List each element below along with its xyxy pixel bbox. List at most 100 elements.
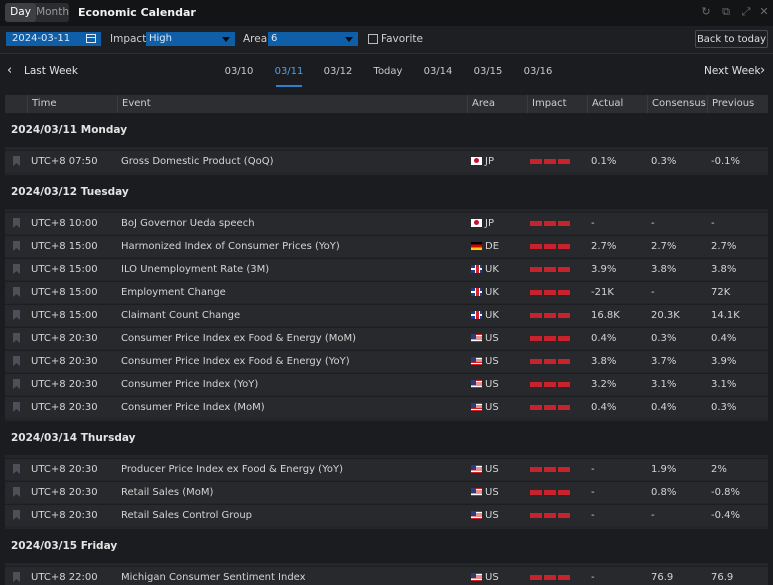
table-row[interactable]: UTC+8 15:00 Harmonized Index of Consumer … [5, 235, 768, 257]
bookmark-icon[interactable] [13, 310, 20, 320]
filter-toolbar: 2024-03-11 Impact High Area 6 Favorite B… [0, 26, 773, 54]
day-view-button[interactable]: Day [5, 3, 37, 22]
impact-select[interactable]: High [146, 32, 235, 46]
table-row[interactable]: UTC+8 20:30 Retail Sales (MoM) -0.8% -0.8% U… [5, 481, 768, 503]
date-picker-input[interactable]: 2024-03-11 [6, 32, 101, 46]
event-cell: Gross Domestic Product (QoQ) [121, 156, 274, 167]
day-tab[interactable]: 03/10 [224, 66, 254, 77]
bookmark-icon[interactable] [13, 510, 20, 520]
day-tab[interactable]: 03/14 [423, 66, 453, 77]
calendar-table: Time Event Area Impact Actual Consensus … [5, 95, 768, 585]
previous-cell: 3.8% [711, 264, 737, 275]
consensus-cell: 0.4% [651, 402, 677, 413]
table-header: Time Event Area Impact Actual Consensus … [5, 95, 768, 113]
table-row[interactable]: UTC+8 15:00 Employment Change -21K - 72K UK [5, 281, 768, 303]
table-row[interactable]: UTC+8 20:30 Consumer Price Index (MoM) 0.4… [5, 396, 768, 418]
bookmark-icon[interactable] [13, 356, 20, 366]
consensus-cell: 20.3K [651, 310, 680, 321]
impact-bar [558, 405, 570, 410]
chevron-left-icon[interactable]: ‹ [7, 63, 13, 78]
us-flag-icon [471, 465, 482, 473]
chevron-right-icon[interactable]: › [760, 63, 766, 78]
next-week-link[interactable]: Next Week [704, 65, 761, 77]
day-tab[interactable]: 03/16 [523, 66, 553, 77]
actual-cell: 0.4% [591, 402, 617, 413]
impact-select-value: High [149, 33, 172, 44]
impact-bar [530, 359, 542, 364]
bookmark-icon[interactable] [13, 218, 20, 228]
impact-bar [544, 313, 556, 318]
day-tab-active[interactable]: 03/11 [274, 66, 304, 77]
column-header-time: Time [27, 95, 121, 113]
consensus-cell: 3.7% [651, 356, 677, 367]
impact-indicator [530, 382, 570, 387]
time-cell: UTC+8 15:00 [31, 241, 98, 252]
previous-cell: 2.7% [711, 241, 737, 252]
table-row[interactable]: UTC+8 10:00 BoJ Governor Ueda speech - - - JP [5, 212, 768, 234]
bookmark-icon[interactable] [13, 287, 20, 297]
time-cell: UTC+8 20:30 [31, 487, 98, 498]
table-row[interactable]: UTC+8 15:00 ILO Unemployment Rate (3M) 3.9… [5, 258, 768, 280]
previous-cell: 3.9% [711, 356, 737, 367]
table-row[interactable]: UTC+8 20:30 Consumer Price Index ex Food … [5, 327, 768, 349]
bookmark-icon[interactable] [13, 333, 20, 343]
area-cell: JP [485, 156, 494, 167]
calendar-icon[interactable] [86, 34, 96, 43]
event-cell: Michigan Consumer Sentiment Index [121, 572, 306, 583]
impact-indicator [530, 221, 570, 226]
date-group-header: 2024/03/11 Monday [5, 113, 768, 147]
impact-bar [544, 244, 556, 249]
bookmark-icon[interactable] [13, 156, 20, 166]
close-icon[interactable]: ✕ [759, 5, 769, 18]
day-tab[interactable]: 03/15 [473, 66, 503, 77]
jp-flag-icon [471, 157, 482, 165]
bookmark-icon[interactable] [13, 464, 20, 474]
bookmark-icon[interactable] [13, 487, 20, 497]
actual-cell: 0.1% [591, 156, 617, 167]
table-row[interactable]: UTC+8 20:30 Consumer Price Index ex Food … [5, 350, 768, 372]
area-cell: US [485, 356, 499, 367]
day-tab-today[interactable]: Today [373, 66, 403, 77]
date-group-header: 2024/03/15 Friday [5, 529, 768, 563]
event-cell: BoJ Governor Ueda speech [121, 218, 255, 229]
impact-bar [544, 513, 556, 518]
bookmark-icon[interactable] [13, 264, 20, 274]
us-flag-icon [471, 403, 482, 411]
month-view-button[interactable]: Month [36, 6, 69, 18]
favorite-label[interactable]: Favorite [381, 33, 423, 45]
impact-bar [558, 290, 570, 295]
restore-icon[interactable]: ⧉ [722, 5, 730, 18]
area-select[interactable]: 6 [268, 32, 358, 46]
refresh-icon[interactable]: ↻ [701, 5, 711, 18]
table-row[interactable]: UTC+8 20:30 Consumer Price Index (YoY) 3.2… [5, 373, 768, 395]
favorite-checkbox[interactable] [368, 34, 378, 44]
table-row[interactable]: UTC+8 20:30 Retail Sales Control Group - - -… [5, 504, 768, 526]
bookmark-icon[interactable] [13, 572, 20, 582]
table-row[interactable]: UTC+8 07:50 Gross Domestic Product (QoQ) 0… [5, 150, 768, 172]
bookmark-icon[interactable] [13, 241, 20, 251]
actual-cell: - [591, 487, 595, 498]
impact-bar [530, 490, 542, 495]
consensus-cell: 3.1% [651, 379, 677, 390]
table-row[interactable]: UTC+8 15:00 Claimant Count Change 16.8K 20.… [5, 304, 768, 326]
consensus-cell: 1.9% [651, 464, 677, 475]
actual-cell: 16.8K [591, 310, 620, 321]
back-to-today-button[interactable]: Back to today [695, 30, 768, 48]
bookmark-icon[interactable] [13, 402, 20, 412]
impact-indicator [530, 244, 570, 249]
column-header-consensus: Consensus [647, 95, 707, 113]
expand-icon[interactable]: ⤢ [741, 5, 751, 18]
actual-cell: - [591, 510, 595, 521]
previous-cell: -0.1% [711, 156, 741, 167]
day-tab[interactable]: 03/12 [323, 66, 353, 77]
last-week-link[interactable]: Last Week [24, 65, 78, 77]
table-row[interactable]: UTC+8 20:30 Producer Price Index ex Food … [5, 458, 768, 480]
event-cell: Retail Sales (MoM) [121, 487, 214, 498]
table-row[interactable]: UTC+8 22:00 Michigan Consumer Sentiment I… [5, 566, 768, 585]
time-cell: UTC+8 20:30 [31, 464, 98, 475]
bookmark-icon[interactable] [13, 379, 20, 389]
impact-bar [544, 267, 556, 272]
actual-cell: 3.2% [591, 379, 617, 390]
consensus-cell: 0.8% [651, 487, 677, 498]
impact-indicator [530, 467, 570, 472]
